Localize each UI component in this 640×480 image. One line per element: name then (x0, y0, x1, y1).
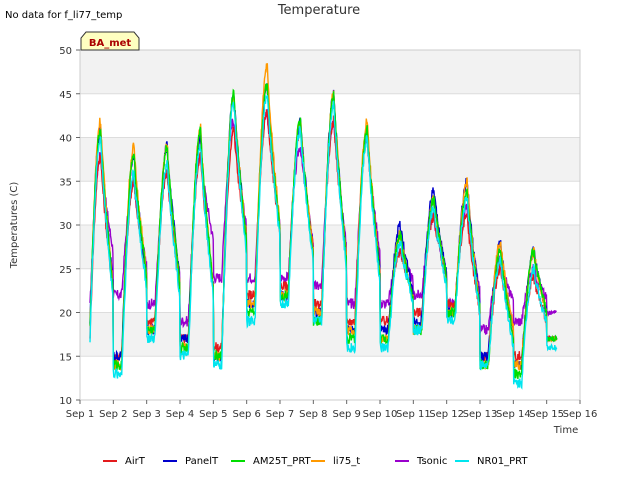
badge-label: BA_met (89, 38, 132, 49)
x-tick-label: Sep 11 (396, 409, 431, 420)
plot-band (80, 50, 580, 94)
badge-shape (80, 31, 140, 51)
legend: AirT PanelT AM25T_PRT li75_t Tsonic NR01_PRT (103, 456, 528, 467)
x-tick-label: Sep 9 (332, 409, 360, 420)
x-tick-label: Sep 1 (66, 409, 94, 420)
x-tick-label: Sep 4 (166, 409, 194, 420)
y-tick-label: 50 (59, 46, 72, 57)
x-tick-label: Sep 15 (529, 409, 564, 420)
legend-label-am25t_prt: AM25T_PRT (253, 456, 312, 467)
x-axis: Sep 1 Sep 2 Sep 3 Sep 4 Sep 5 Sep 6 Sep 7 Sep 8… (66, 400, 598, 420)
plot-band (80, 356, 580, 400)
y-tick-label: 35 (59, 177, 72, 188)
badge: BA_met (80, 31, 140, 51)
y-tick-label: 40 (59, 134, 72, 145)
legend-label-tsonic: Tsonic (416, 456, 447, 467)
plot-band (80, 181, 580, 225)
plot-band (80, 225, 580, 269)
x-tick-label: Sep 5 (199, 409, 227, 420)
x-tick-label: Sep 10 (363, 409, 398, 420)
y-axis-label: Temperatures (C) (9, 182, 20, 270)
x-tick-label: Sep 7 (266, 409, 294, 420)
x-tick-label: Sep 12 (429, 409, 464, 420)
x-tick-label: Sep 14 (496, 409, 531, 420)
y-axis: 10 15 20 25 30 35 40 45 50 (59, 46, 80, 407)
no-data-note: No data for f_li77_temp (5, 10, 122, 21)
y-tick-label: 10 (59, 396, 72, 407)
x-tick-label: Sep 3 (132, 409, 160, 420)
legend-label-nr01_prt: NR01_PRT (477, 456, 528, 467)
x-tick-label: Sep 13 (463, 409, 498, 420)
y-tick-label: 30 (59, 221, 72, 232)
x-tick-label: Sep 2 (99, 409, 127, 420)
y-tick-label: 15 (59, 352, 72, 363)
chart-title: Temperature (277, 3, 360, 18)
x-tick-label: Sep 8 (299, 409, 327, 420)
x-axis-label: Time (553, 425, 578, 436)
legend-label-airt: AirT (125, 456, 146, 467)
plot-area (80, 50, 580, 400)
series-nr01_prt-line (89, 94, 558, 390)
y-tick-label: 20 (59, 309, 72, 320)
y-tick-label: 45 (59, 90, 72, 101)
y-tick-label: 25 (59, 265, 72, 276)
x-tick-label: Sep 16 (563, 409, 598, 420)
plot-band (80, 312, 580, 357)
legend-label-panelt: PanelT (185, 456, 219, 467)
legend-label-li75_t: li75_t (333, 456, 360, 467)
x-tick-label: Sep 6 (232, 409, 260, 420)
series-lines (89, 63, 558, 390)
